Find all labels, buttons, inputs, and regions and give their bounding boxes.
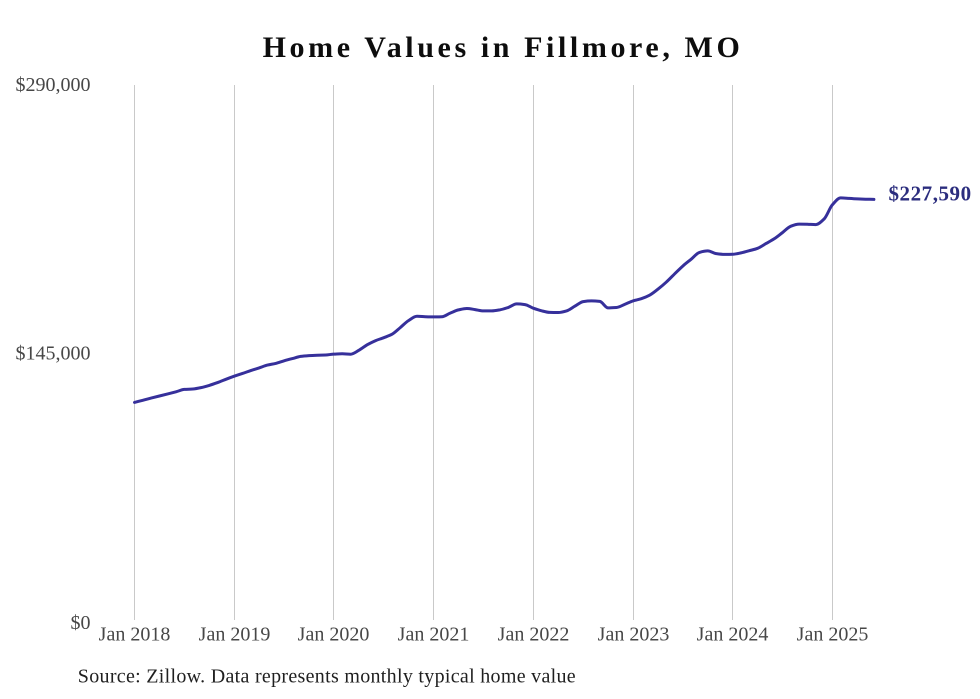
svg-text:Jan 2024: Jan 2024 <box>697 624 769 646</box>
svg-text:Source: Zillow. Data represent: Source: Zillow. Data represents monthly … <box>78 666 576 688</box>
svg-text:Home Values in Fillmore, MO: Home Values in Fillmore, MO <box>263 31 744 64</box>
svg-text:Jan 2018: Jan 2018 <box>99 624 171 646</box>
svg-text:$0: $0 <box>71 612 91 634</box>
svg-text:Jan 2020: Jan 2020 <box>298 624 370 646</box>
svg-text:Jan 2023: Jan 2023 <box>598 624 670 646</box>
svg-text:Jan 2019: Jan 2019 <box>199 624 271 646</box>
svg-text:$290,000: $290,000 <box>16 74 91 96</box>
svg-text:$227,590: $227,590 <box>889 182 972 206</box>
svg-text:Jan 2025: Jan 2025 <box>797 624 869 646</box>
svg-text:$145,000: $145,000 <box>16 343 91 365</box>
svg-text:Jan 2021: Jan 2021 <box>398 624 470 646</box>
svg-text:Jan 2022: Jan 2022 <box>498 624 570 646</box>
